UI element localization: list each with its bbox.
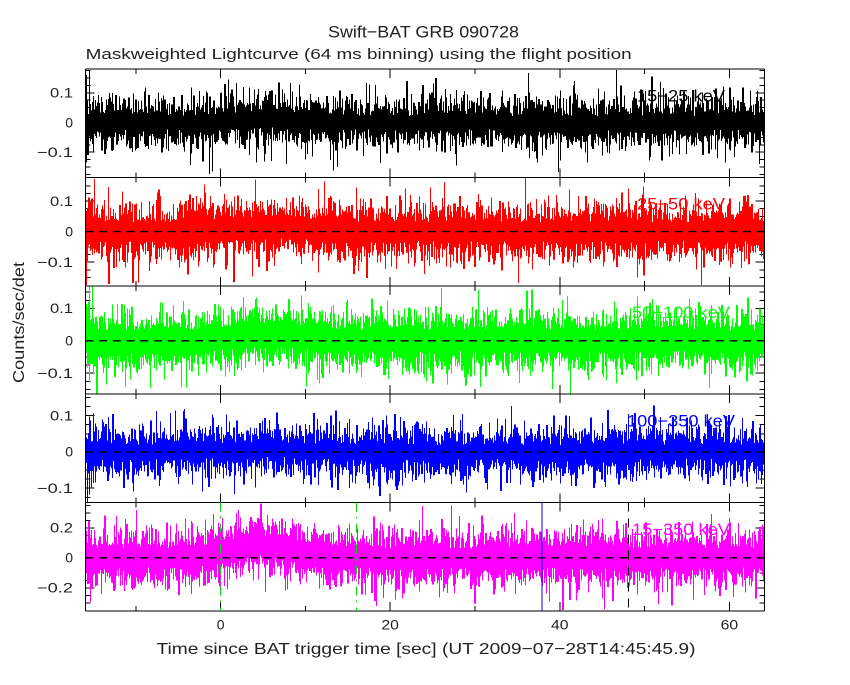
svg-text:0.2: 0.2 <box>50 520 73 536</box>
svg-text:−0.1: −0.1 <box>37 480 73 496</box>
svg-text:Counts/sec/det: Counts/sec/det <box>11 261 28 383</box>
svg-text:Maskweighted Lightcurve (64 ms: Maskweighted Lightcurve (64 ms binning) … <box>86 47 632 63</box>
svg-text:0: 0 <box>217 616 225 632</box>
svg-text:25−50 keV: 25−50 keV <box>637 196 725 214</box>
svg-text:Swift−BAT GRB 090728: Swift−BAT GRB 090728 <box>328 22 519 41</box>
svg-text:0: 0 <box>65 550 73 566</box>
svg-text:15−350 keV: 15−350 keV <box>632 521 730 539</box>
svg-text:100−350 keV: 100−350 keV <box>627 413 735 431</box>
svg-text:−0.1: −0.1 <box>37 365 73 381</box>
svg-text:60: 60 <box>721 616 739 632</box>
svg-text:40: 40 <box>551 616 569 632</box>
svg-text:−0.1: −0.1 <box>37 254 73 270</box>
svg-text:−0.1: −0.1 <box>37 144 73 160</box>
svg-text:0: 0 <box>65 114 73 130</box>
svg-text:20: 20 <box>381 616 399 632</box>
svg-text:50−100 keV: 50−100 keV <box>632 304 730 322</box>
svg-text:0.1: 0.1 <box>50 85 73 101</box>
svg-text:0: 0 <box>65 223 73 239</box>
svg-text:0.1: 0.1 <box>50 300 73 316</box>
svg-text:0.1: 0.1 <box>50 407 73 423</box>
svg-text:−0.2: −0.2 <box>37 580 73 596</box>
svg-text:0: 0 <box>65 444 73 460</box>
svg-text:0: 0 <box>65 333 73 349</box>
svg-text:0.1: 0.1 <box>50 193 73 209</box>
svg-text:15−25 keV: 15−25 keV <box>637 87 725 105</box>
svg-text:Time since BAT trigger time [s: Time since BAT trigger time [sec] (UT 20… <box>157 641 696 658</box>
